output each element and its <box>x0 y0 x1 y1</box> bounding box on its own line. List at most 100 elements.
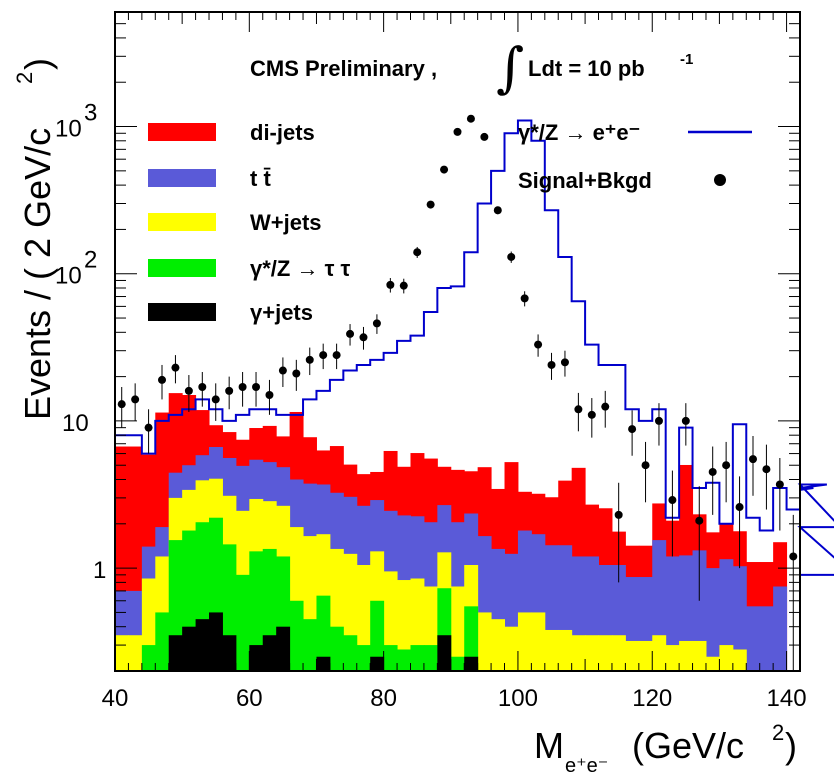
stack-bar <box>249 645 264 671</box>
y-tick-label: 10 <box>55 116 82 143</box>
luminosity-superscript: -1 <box>680 51 693 68</box>
legend-swatch <box>148 169 216 187</box>
data-point <box>225 386 234 395</box>
data-point <box>252 383 261 392</box>
data-point <box>171 363 180 372</box>
stack-bar <box>625 640 640 671</box>
stack-bar <box>397 649 411 671</box>
stack-bar <box>665 556 680 671</box>
x-tick-label: 140 <box>767 685 807 712</box>
legend: di-jets t t̄ W+jets γ*/Z → τ τ γ+jets γ*/Z → … <box>148 120 752 325</box>
stack-bar <box>491 619 506 671</box>
x-tick-label: 100 <box>498 685 538 712</box>
x-tick-label: 120 <box>632 685 672 712</box>
stack-bar <box>141 645 156 671</box>
legend-swatch <box>148 213 216 231</box>
x-tick-label: 80 <box>370 685 397 712</box>
stack-bar <box>531 612 546 671</box>
stack-bar <box>450 586 465 671</box>
data-point <box>493 206 502 215</box>
stacked-histogram <box>115 393 788 671</box>
data-point <box>184 386 193 395</box>
stack-bar <box>115 635 129 671</box>
stack-bar <box>289 600 304 671</box>
data-point <box>440 165 449 174</box>
data-point <box>480 132 489 141</box>
data-point <box>158 375 167 384</box>
stack-bar <box>249 551 264 671</box>
stack-bar <box>732 566 747 671</box>
y-axis-title: Events / ( 2 GeV/c 2 ) <box>12 58 58 420</box>
legend-label: W+jets <box>250 210 322 235</box>
y-tick-label: 1 <box>93 557 106 584</box>
data-point <box>722 461 731 470</box>
y-tick-label: 10 <box>55 263 82 290</box>
legend-swatch <box>148 259 216 277</box>
data-point <box>681 416 690 425</box>
data-point <box>628 425 637 434</box>
stack-bar <box>517 612 532 671</box>
stack-bar <box>652 635 667 671</box>
data-point <box>762 465 771 474</box>
stack-bar <box>665 645 680 671</box>
stack-bar <box>598 635 613 671</box>
data-point <box>735 503 744 512</box>
stack-bar <box>544 629 559 671</box>
data-point <box>789 552 798 561</box>
stack-bar <box>719 559 734 671</box>
stack-bar <box>719 645 734 671</box>
stack-bar <box>356 645 371 671</box>
stack-bar <box>732 649 747 671</box>
stack-bar <box>195 619 210 671</box>
stack-bar <box>558 629 573 671</box>
y-tick-label-sup: 3 <box>84 100 97 127</box>
stack-bar <box>464 656 479 671</box>
data-point <box>641 461 650 470</box>
data-point <box>560 358 569 367</box>
stack-bar <box>571 635 586 671</box>
legend-label: t t̄ <box>250 166 271 191</box>
data-point <box>574 405 583 414</box>
stack-bar <box>168 635 183 671</box>
stack-bar <box>746 606 761 671</box>
integral-symbol: ∫ <box>496 36 524 99</box>
stack-bar <box>692 550 707 671</box>
data-point <box>534 340 543 349</box>
stack-bar <box>705 568 720 671</box>
data-points <box>117 114 798 671</box>
data-point <box>144 423 153 432</box>
data-point <box>319 351 328 360</box>
data-point <box>668 496 677 505</box>
y-tick-label-sup: 2 <box>84 247 97 274</box>
legend-label: Signal+Bkgd <box>518 168 652 193</box>
data-point <box>708 467 717 476</box>
signal-histogram <box>115 119 834 576</box>
data-point <box>131 395 140 404</box>
stack-bar <box>679 640 694 671</box>
stack-bar <box>705 656 720 671</box>
data-point <box>346 329 355 338</box>
x-tick-label: 40 <box>102 685 129 712</box>
signal-step-line <box>115 119 834 576</box>
stack-layer-0 <box>168 612 479 671</box>
data-point <box>292 369 301 378</box>
data-point <box>520 294 529 303</box>
luminosity-label: Ldt = 10 pb <box>528 56 645 81</box>
stack-bar <box>410 645 425 671</box>
legend-label: γ*/Z → τ τ <box>250 256 351 281</box>
data-point <box>211 395 220 404</box>
stack-bar <box>128 635 143 671</box>
x-tick-label: 60 <box>236 685 263 712</box>
stack-bar <box>370 656 385 671</box>
stack-bar <box>343 635 358 671</box>
stack-bar <box>773 586 788 671</box>
data-point <box>453 127 462 136</box>
data-point <box>587 410 596 419</box>
stack-bar <box>235 574 250 671</box>
stack-bar <box>370 600 385 671</box>
data-point <box>426 200 435 209</box>
data-point <box>695 516 704 525</box>
x-axis-unit-close: ) <box>785 725 797 766</box>
data-point <box>399 281 408 290</box>
